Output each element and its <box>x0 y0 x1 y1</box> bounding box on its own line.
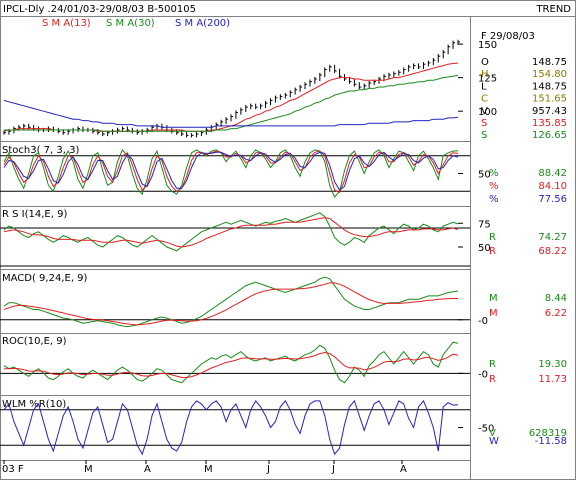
x-tick-label: J <box>331 464 335 475</box>
readout-date: F 29/08/03 <box>481 31 535 42</box>
panel-label-wlm: WLM %R(10) <box>2 399 66 410</box>
price-readout: F 29/08/03 O 148.75 H 154.80 L 148.75 C 151.65 V… <box>481 31 567 141</box>
panel-readout-label: R <box>489 246 496 257</box>
panel-readout-value: 19.30 <box>538 359 567 370</box>
readout-item-value: 957.43 <box>532 106 567 117</box>
panel-label-rsi: R S I(14,E, 9) <box>2 209 67 220</box>
sma-30-label: S M A(30) <box>106 18 155 29</box>
sma-13-label: S M A(13) <box>42 18 91 29</box>
panel-readout-label: % <box>489 168 499 179</box>
y-tick-label: 75 <box>478 219 491 230</box>
panel-readout-value: 11.73 <box>538 374 567 385</box>
series-line <box>4 74 459 132</box>
panel-readout-value: 8.44 <box>545 293 567 304</box>
readout-item-value: 148.75 <box>532 81 567 92</box>
panel-readout-value: 84.10 <box>538 181 567 192</box>
panel-label-roc: ROC(10,E, 9) <box>2 336 67 347</box>
panel-readout-label: V <box>489 428 496 439</box>
panel-readout-value: 628319 <box>529 428 567 439</box>
panel-readout-value: 77.56 <box>538 194 567 205</box>
series-line <box>3 341 459 384</box>
readout-item-label: O <box>481 57 489 68</box>
x-tick-label: A <box>144 464 151 475</box>
y-tick-label: 125 <box>478 74 497 85</box>
panel-readout-label: R <box>489 374 496 385</box>
y-tick-label: 50 <box>478 243 491 254</box>
series-line <box>4 351 459 379</box>
panel-readout-label: M <box>489 308 498 319</box>
panel-readout-label: % <box>489 194 499 205</box>
series-line <box>3 148 459 199</box>
y-tick-label: 100 <box>478 107 497 118</box>
readout-item-value: 135.85 <box>532 118 567 129</box>
readout-item-label: L <box>481 81 487 92</box>
panel-readout-value: 6.22 <box>545 308 567 319</box>
x-tick-label: M <box>204 464 213 475</box>
panel-readout-label: R <box>489 359 496 370</box>
readout-item-label: S <box>481 118 487 129</box>
readout-item-label: C <box>481 94 488 105</box>
readout-item-value: 126.65 <box>532 130 567 141</box>
y-tick-label: 150 <box>478 40 497 51</box>
series-line <box>3 399 459 456</box>
readout-item-label: H <box>481 69 489 80</box>
panel-readout-value: 68.22 <box>538 246 567 257</box>
series-line <box>3 217 459 248</box>
panel-readout-label: W <box>489 436 499 447</box>
panel-readout-value: 88.42 <box>538 168 567 179</box>
y-tick-label: -0 <box>478 369 488 380</box>
panel-readout-label: M <box>489 293 498 304</box>
x-tick-label: M <box>84 464 93 475</box>
panel-label-stoch: Stoch3( 7, 3, 3) <box>2 145 79 156</box>
y-tick-label: -50 <box>478 424 494 435</box>
x-tick-label: J <box>266 464 270 475</box>
readout-item-value: 154.80 <box>532 69 567 80</box>
series-line <box>3 212 459 252</box>
chart-title: IPCL-Dly .24/01/03-29/08/03 B-500105 <box>3 4 196 15</box>
readout-item-label: V <box>481 106 488 117</box>
x-tick-label: A <box>400 464 407 475</box>
y-tick-label: 50 <box>478 170 491 181</box>
x-tick-label: 03 F <box>2 464 24 475</box>
panel-label-macd: MACD( 9,24,E, 9) <box>2 273 88 284</box>
series-line <box>3 151 459 191</box>
panel-readout-label: R <box>489 232 496 243</box>
readout-item-value: 148.75 <box>532 57 567 68</box>
panel-readout-label: % <box>489 181 499 192</box>
series-line <box>3 282 458 326</box>
trend-label: TREND <box>535 4 571 15</box>
panel-readout-value: 74.27 <box>538 232 567 243</box>
series-line <box>3 276 459 328</box>
panel-readout-value: -11.58 <box>535 436 567 447</box>
sma-200-label: S M A(200) <box>175 18 230 29</box>
readout-item-value: 151.65 <box>532 94 567 105</box>
sma-legend: S M A(13) S M A(30) S M A(200) <box>42 18 230 29</box>
series-line <box>3 99 459 128</box>
readout-item-label: S <box>481 130 487 141</box>
y-tick-label: -0 <box>478 316 488 327</box>
